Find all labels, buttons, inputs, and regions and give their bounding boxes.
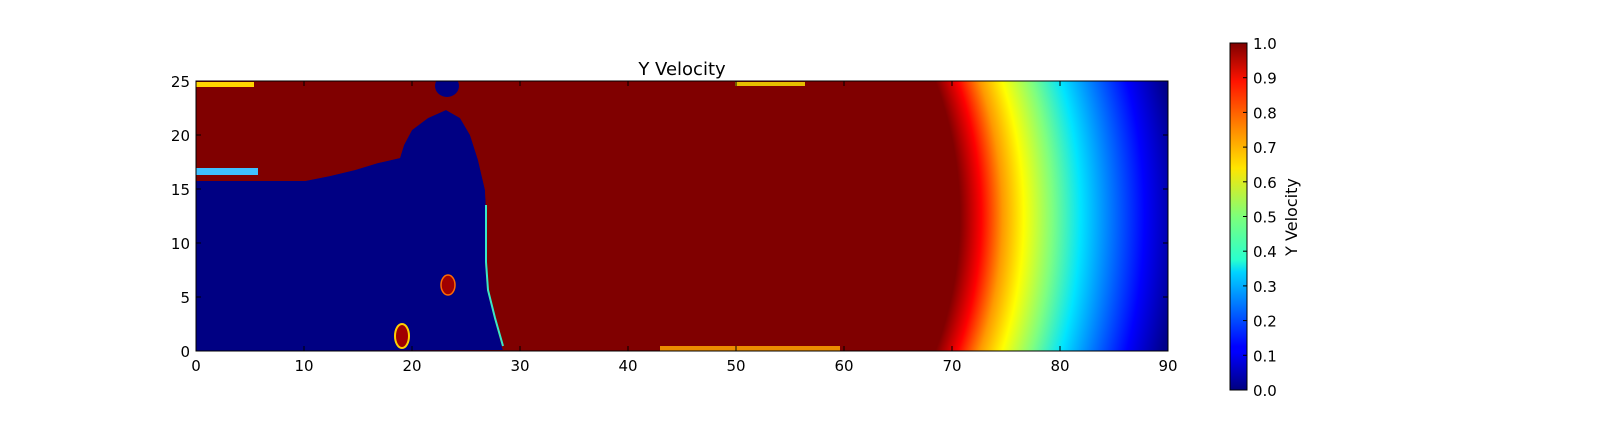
y-tick-label: 10 bbox=[171, 235, 190, 253]
edge-artifact-top bbox=[735, 82, 805, 86]
colorbar-tick-label: 0.4 bbox=[1253, 243, 1277, 261]
x-tick-label: 40 bbox=[618, 357, 637, 375]
colorbar-tick-label: 0.0 bbox=[1253, 382, 1277, 400]
x-tick-label: 60 bbox=[834, 357, 853, 375]
central-core-region bbox=[446, 81, 760, 351]
x-tick-label: 0 bbox=[191, 357, 201, 375]
colorbar-tick-label: 0.1 bbox=[1253, 347, 1277, 365]
x-tick-label: 80 bbox=[1050, 357, 1069, 375]
x-tick-label: 20 bbox=[402, 357, 421, 375]
colorbar-tick-label: 0.8 bbox=[1253, 104, 1277, 122]
x-tick-label: 90 bbox=[1158, 357, 1177, 375]
plot-frame bbox=[195, 80, 1169, 352]
interface-streak bbox=[485, 205, 504, 347]
top-notch bbox=[435, 81, 459, 97]
heatmap-field bbox=[196, 81, 1168, 351]
colorbar-tick-label: 0.9 bbox=[1253, 70, 1277, 88]
colorbar-tick-label: 0.7 bbox=[1253, 139, 1277, 157]
blob-b bbox=[394, 323, 410, 349]
y-tick-label: 5 bbox=[180, 289, 190, 307]
colorbar-tick-label: 0.5 bbox=[1253, 209, 1277, 227]
colorbar-tick-label: 0.6 bbox=[1253, 174, 1277, 192]
y-tick-label: 15 bbox=[171, 181, 190, 199]
colorbar-tick-label: 0.2 bbox=[1253, 313, 1277, 331]
y-tick-label: 0 bbox=[180, 343, 190, 361]
blob-a bbox=[440, 274, 456, 296]
colorbar-tick-label: 1.0 bbox=[1253, 35, 1277, 53]
y-tick-label: 25 bbox=[171, 73, 190, 91]
colorbar-label: Y Velocity bbox=[1282, 178, 1301, 257]
colorbar-tick-label: 0.3 bbox=[1253, 278, 1277, 296]
edge-artifact-top-left bbox=[196, 82, 254, 87]
colorbar: 0.0 0.1 0.2 0.3 0.4 0.5 0.6 0.7 0.8 0.9 1.0 Y Velo… bbox=[1229, 35, 1301, 400]
edge-artifact-bottom bbox=[660, 346, 840, 351]
x-tick-label: 30 bbox=[510, 357, 529, 375]
x-tick-label: 70 bbox=[942, 357, 961, 375]
y-axis: 0 5 10 15 20 25 bbox=[171, 73, 1168, 361]
edge-artifact-left bbox=[196, 168, 258, 175]
chart-title: Y Velocity bbox=[637, 59, 726, 80]
x-tick-label: 50 bbox=[726, 357, 745, 375]
x-axis: 0 10 20 30 40 50 60 70 80 90 bbox=[191, 81, 1178, 375]
x-tick-label: 10 bbox=[294, 357, 313, 375]
upper-left-region bbox=[196, 81, 446, 181]
colorbar-ticks: 0.0 0.1 0.2 0.3 0.4 0.5 0.6 0.7 0.8 0.9 1.0 bbox=[1243, 35, 1277, 400]
y-tick-label: 20 bbox=[171, 127, 190, 145]
lower-left-region bbox=[196, 110, 503, 351]
